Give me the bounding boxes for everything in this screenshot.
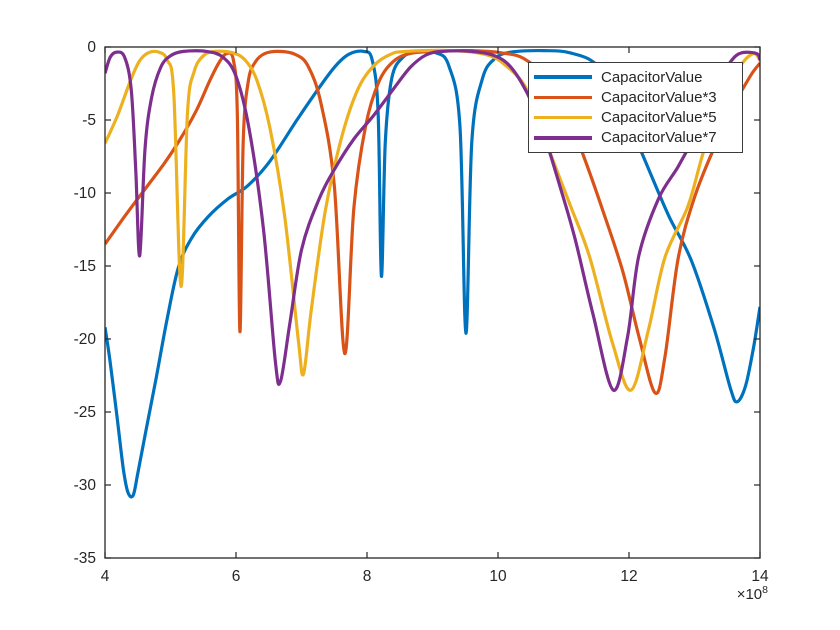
legend-line-swatch [534, 75, 592, 79]
x-tick-label: 8 [363, 568, 372, 585]
legend-label: CapacitorValue*7 [601, 129, 717, 147]
curve-CapacitorValuex7 [105, 49, 760, 392]
legend-line-swatch [534, 95, 592, 100]
legend-line-swatch [534, 115, 592, 120]
legend-label: CapacitorValue*3 [601, 88, 717, 106]
x-tick-label: 6 [232, 568, 241, 585]
y-tick-label: -35 [74, 550, 96, 567]
curve-CapacitorValuex5 [105, 48, 760, 392]
legend-entry: CapacitorValue [529, 67, 742, 87]
x-tick-label: 14 [751, 568, 769, 585]
y-tick-label: -20 [74, 331, 97, 348]
y-tick-label: -10 [74, 185, 97, 202]
x-tick-label: 10 [489, 568, 507, 585]
legend-entry: CapacitorValue*5 [529, 108, 742, 128]
legend-entry: CapacitorValue*7 [529, 128, 742, 148]
legend-line-swatch [534, 136, 592, 140]
legend[interactable]: CapacitorValue CapacitorValue*3 CapacitorV… [528, 62, 743, 153]
tick-marks [104, 46, 761, 559]
y-tick-label: -25 [74, 404, 96, 421]
x-axis-exponent-label: ×108 [737, 584, 768, 603]
x-tick-label: 12 [620, 568, 637, 585]
legend-label: CapacitorValue [601, 68, 703, 86]
y-tick-label: -5 [82, 112, 96, 129]
exponent-power: 8 [762, 584, 768, 596]
x-tick-label: 4 [101, 568, 110, 585]
legend-label: CapacitorValue*5 [601, 109, 717, 127]
legend-entry: CapacitorValue*3 [529, 87, 742, 107]
axes-box [104, 46, 761, 559]
y-tick-label: 0 [87, 39, 96, 56]
y-tick-label: -15 [74, 258, 96, 275]
exponent-prefix: ×10 [736, 586, 763, 603]
y-tick-label: -30 [74, 477, 97, 494]
